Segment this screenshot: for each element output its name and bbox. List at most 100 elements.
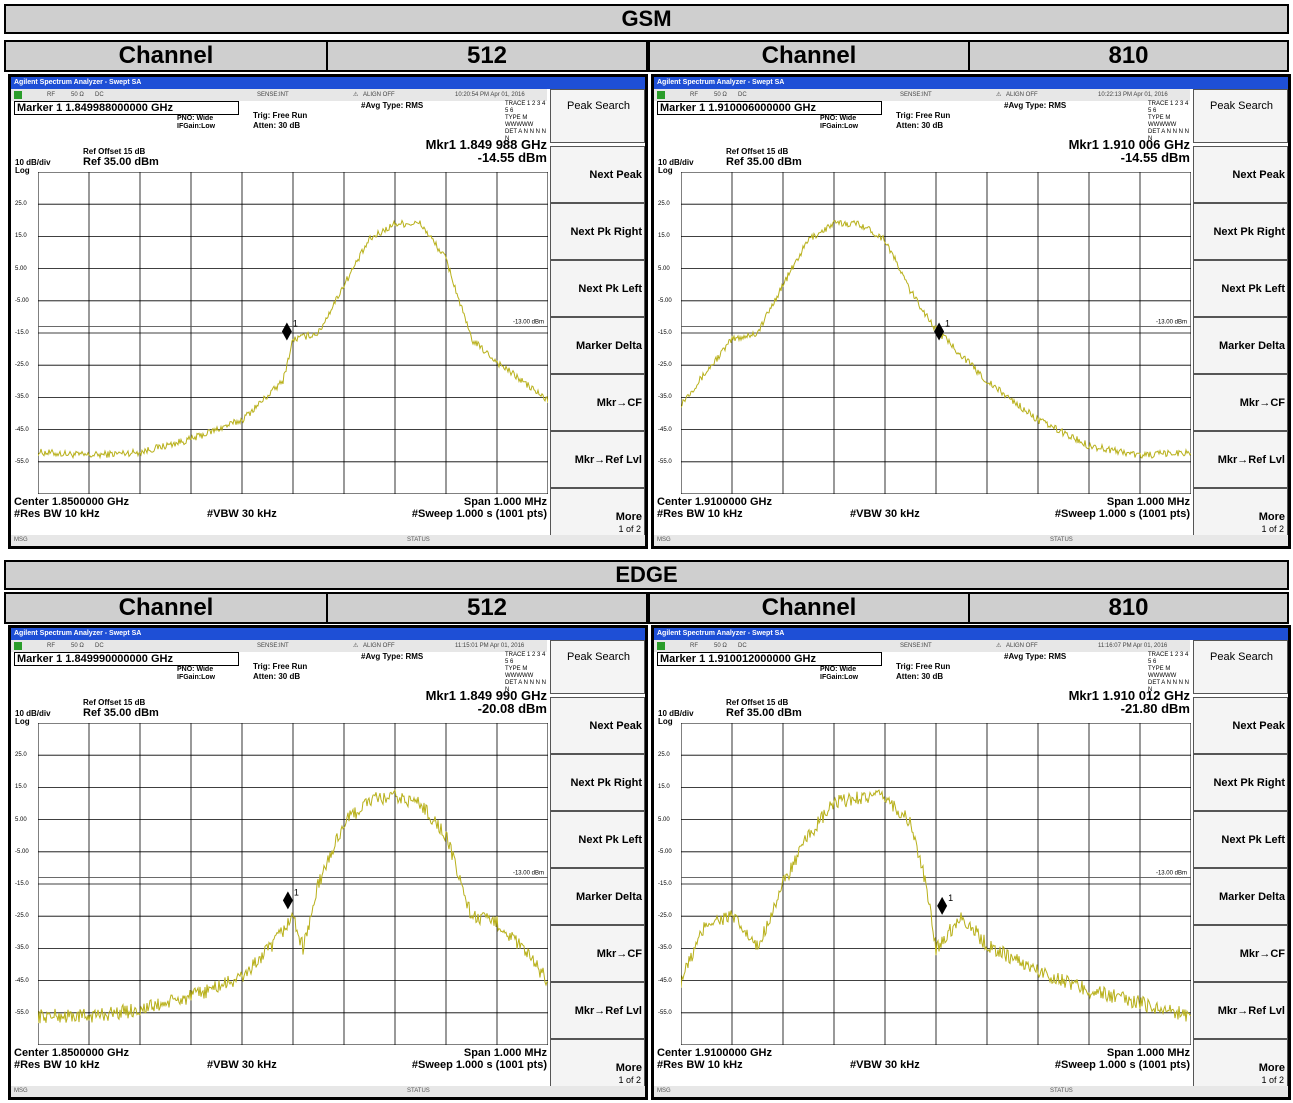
rf-indicator-icon	[657, 642, 665, 650]
trigger-label: Trig: Free Run	[896, 111, 951, 120]
softkey-peak-search[interactable]: Peak Search	[550, 640, 645, 694]
softkey-marker-delta[interactable]: Marker Delta	[550, 868, 645, 925]
marker-title-box[interactable]: Marker 1 1.849988000000 GHz	[14, 101, 239, 115]
spectrum-plot[interactable]: -13.00 dBm 1	[38, 723, 548, 1045]
spectrum-analyzer-screen: Agilent Spectrum Analyzer - Swept SA RF …	[654, 628, 1288, 1097]
align-label: ALIGN OFF	[363, 92, 395, 98]
spectrum-trace	[681, 789, 1191, 1022]
analyzer-window-edge-810: Agilent Spectrum Analyzer - Swept SA RF …	[651, 625, 1291, 1100]
spectrum-plot[interactable]: -13.00 dBm 1	[681, 172, 1191, 494]
softkey-next-pk-right[interactable]: Next Pk Right	[1193, 203, 1288, 260]
marker-title-box[interactable]: Marker 1 1.910012000000 GHz	[657, 652, 882, 666]
align-label: ALIGN OFF	[363, 643, 395, 649]
softkey-label: Mkr→CF	[596, 397, 642, 409]
softkey-label: Mkr→Ref Lvl	[574, 454, 642, 466]
softkey-mkr-ref-lvl[interactable]: Mkr→Ref Lvl	[550, 982, 645, 1039]
softkey-next-pk-left[interactable]: Next Pk Left	[550, 260, 645, 317]
atten-label: Atten: 30 dB	[896, 672, 944, 681]
softkey-marker-delta[interactable]: Marker Delta	[1193, 868, 1288, 925]
marker-frequency-readout: Mkr1 1.910 012 GHz	[1068, 688, 1190, 703]
message-bar: MSG STATUS	[654, 535, 1288, 546]
align-label: ALIGN OFF	[1006, 643, 1038, 649]
y-tick-label: 15.0	[658, 784, 670, 791]
marker-number-label: 1	[293, 319, 298, 329]
softkey-next-peak[interactable]: Next Peak	[550, 697, 645, 754]
status-label: STATUS	[407, 537, 430, 543]
msg-label: MSG	[657, 537, 671, 543]
softkey-next-pk-left[interactable]: Next Pk Left	[1193, 260, 1288, 317]
marker-title-box[interactable]: Marker 1 1.910006000000 GHz	[657, 101, 882, 115]
softkey-mkr-cf[interactable]: Mkr→CF	[550, 374, 645, 431]
softkey-next-peak[interactable]: Next Peak	[550, 146, 645, 203]
det-row: DET A N N N N N	[1148, 680, 1189, 693]
rf-indicator-icon	[14, 91, 22, 99]
y-tick-label: 15.0	[15, 784, 27, 791]
softkey-mkr-cf[interactable]: Mkr→CF	[1193, 925, 1288, 982]
y-tick-label: -5.00	[15, 297, 29, 304]
y-tick-label: -15.0	[15, 330, 29, 336]
softkey-next-pk-right[interactable]: Next Pk Right	[1193, 754, 1288, 811]
y-tick-label: -5.00	[658, 297, 672, 304]
marker-number-label: 1	[294, 887, 299, 897]
softkey-mkr-cf[interactable]: Mkr→CF	[1193, 374, 1288, 431]
softkey-peak-search[interactable]: Peak Search	[550, 89, 645, 143]
center-frequency-label: Center 1.8500000 GHz	[14, 1047, 129, 1059]
type-row: TYPE M WWWWW	[1148, 666, 1177, 679]
y-tick-label: 25.0	[658, 752, 670, 759]
status-strip: RF 50 Ω DC SENSE:INT ⚠ ALIGN OFF 11:15:0…	[11, 640, 547, 652]
softkey-next-pk-right[interactable]: Next Pk Right	[550, 203, 645, 260]
softkey-marker-delta[interactable]: Marker Delta	[1193, 317, 1288, 374]
y-tick-label: -15.0	[658, 330, 672, 336]
coupling-label: DC	[738, 92, 747, 98]
channel-label-cell: Channel	[648, 592, 970, 624]
softkey-mkr-ref-lvl[interactable]: Mkr→Ref Lvl	[1193, 982, 1288, 1039]
limit-line-label: -13.00 dBm	[1156, 320, 1187, 326]
softkey-label: Mkr→CF	[1239, 397, 1285, 409]
softkey-label: Next Pk Right	[570, 226, 642, 238]
center-frequency-label: Center 1.9100000 GHz	[657, 496, 772, 508]
softkey-label: Mkr→Ref Lvl	[1217, 454, 1285, 466]
softkey-next-pk-left[interactable]: Next Pk Left	[1193, 811, 1288, 868]
softkey-label: Mkr→Ref Lvl	[1217, 1005, 1285, 1017]
msg-label: MSG	[14, 1088, 28, 1094]
trace-row: TRACE 1 2 3 4 5 6	[505, 652, 546, 665]
y-tick-label: 25.0	[15, 752, 27, 759]
softkey-next-peak[interactable]: Next Peak	[1193, 146, 1288, 203]
type-row: TYPE M WWWWW	[505, 115, 534, 128]
atten-label: Atten: 30 dB	[253, 672, 301, 681]
msg-label: MSG	[657, 1088, 671, 1094]
softkey-mkr-ref-lvl[interactable]: Mkr→Ref Lvl	[550, 431, 645, 488]
y-tick-label: -25.0	[15, 913, 29, 920]
softkey-label: More	[615, 511, 642, 523]
softkey-mkr-ref-lvl[interactable]: Mkr→Ref Lvl	[1193, 431, 1288, 488]
marker-frequency-readout: Mkr1 1.849 990 GHz	[425, 688, 547, 703]
det-row: DET A N N N N N	[505, 680, 546, 693]
softkey-label: Next Pk Right	[1213, 777, 1285, 789]
spectrum-plot[interactable]: -13.00 dBm 1	[38, 172, 548, 494]
softkey-next-pk-right[interactable]: Next Pk Right	[550, 754, 645, 811]
channel-label-cell: Channel	[4, 40, 328, 72]
sense-label: SENSE:INT	[257, 643, 289, 649]
softkey-label: More	[1258, 1062, 1285, 1074]
channel-value-cell: 512	[326, 592, 648, 624]
marker-title-box[interactable]: Marker 1 1.849990000000 GHz	[14, 652, 239, 666]
trigger-label: Trig: Free Run	[896, 662, 951, 671]
span-label: Span 1.000 MHz	[463, 1047, 547, 1059]
softkey-peak-search[interactable]: Peak Search	[1193, 89, 1288, 143]
timestamp: 10:22:13 PM Apr 01, 2016	[1098, 92, 1168, 98]
app-title-bar: Agilent Spectrum Analyzer - Swept SA	[654, 77, 1288, 89]
pno-label: PNO: Wide	[177, 666, 214, 673]
ref-level-label: Ref 35.00 dBm	[726, 156, 802, 168]
ref-offset-label: Ref Offset 15 dB	[83, 698, 146, 707]
spectrum-plot[interactable]: -13.00 dBm 1	[681, 723, 1191, 1045]
span-label: Span 1.000 MHz	[1106, 496, 1190, 508]
res-bw-label: #Res BW 10 kHz	[657, 1059, 743, 1071]
softkey-next-peak[interactable]: Next Peak	[1193, 697, 1288, 754]
spectrum-trace	[38, 219, 548, 460]
softkey-next-pk-left[interactable]: Next Pk Left	[550, 811, 645, 868]
y-tick-label: -55.0	[658, 458, 672, 465]
softkey-marker-delta[interactable]: Marker Delta	[550, 317, 645, 374]
app-title-bar: Agilent Spectrum Analyzer - Swept SA	[11, 77, 645, 89]
softkey-mkr-cf[interactable]: Mkr→CF	[550, 925, 645, 982]
softkey-peak-search[interactable]: Peak Search	[1193, 640, 1288, 694]
